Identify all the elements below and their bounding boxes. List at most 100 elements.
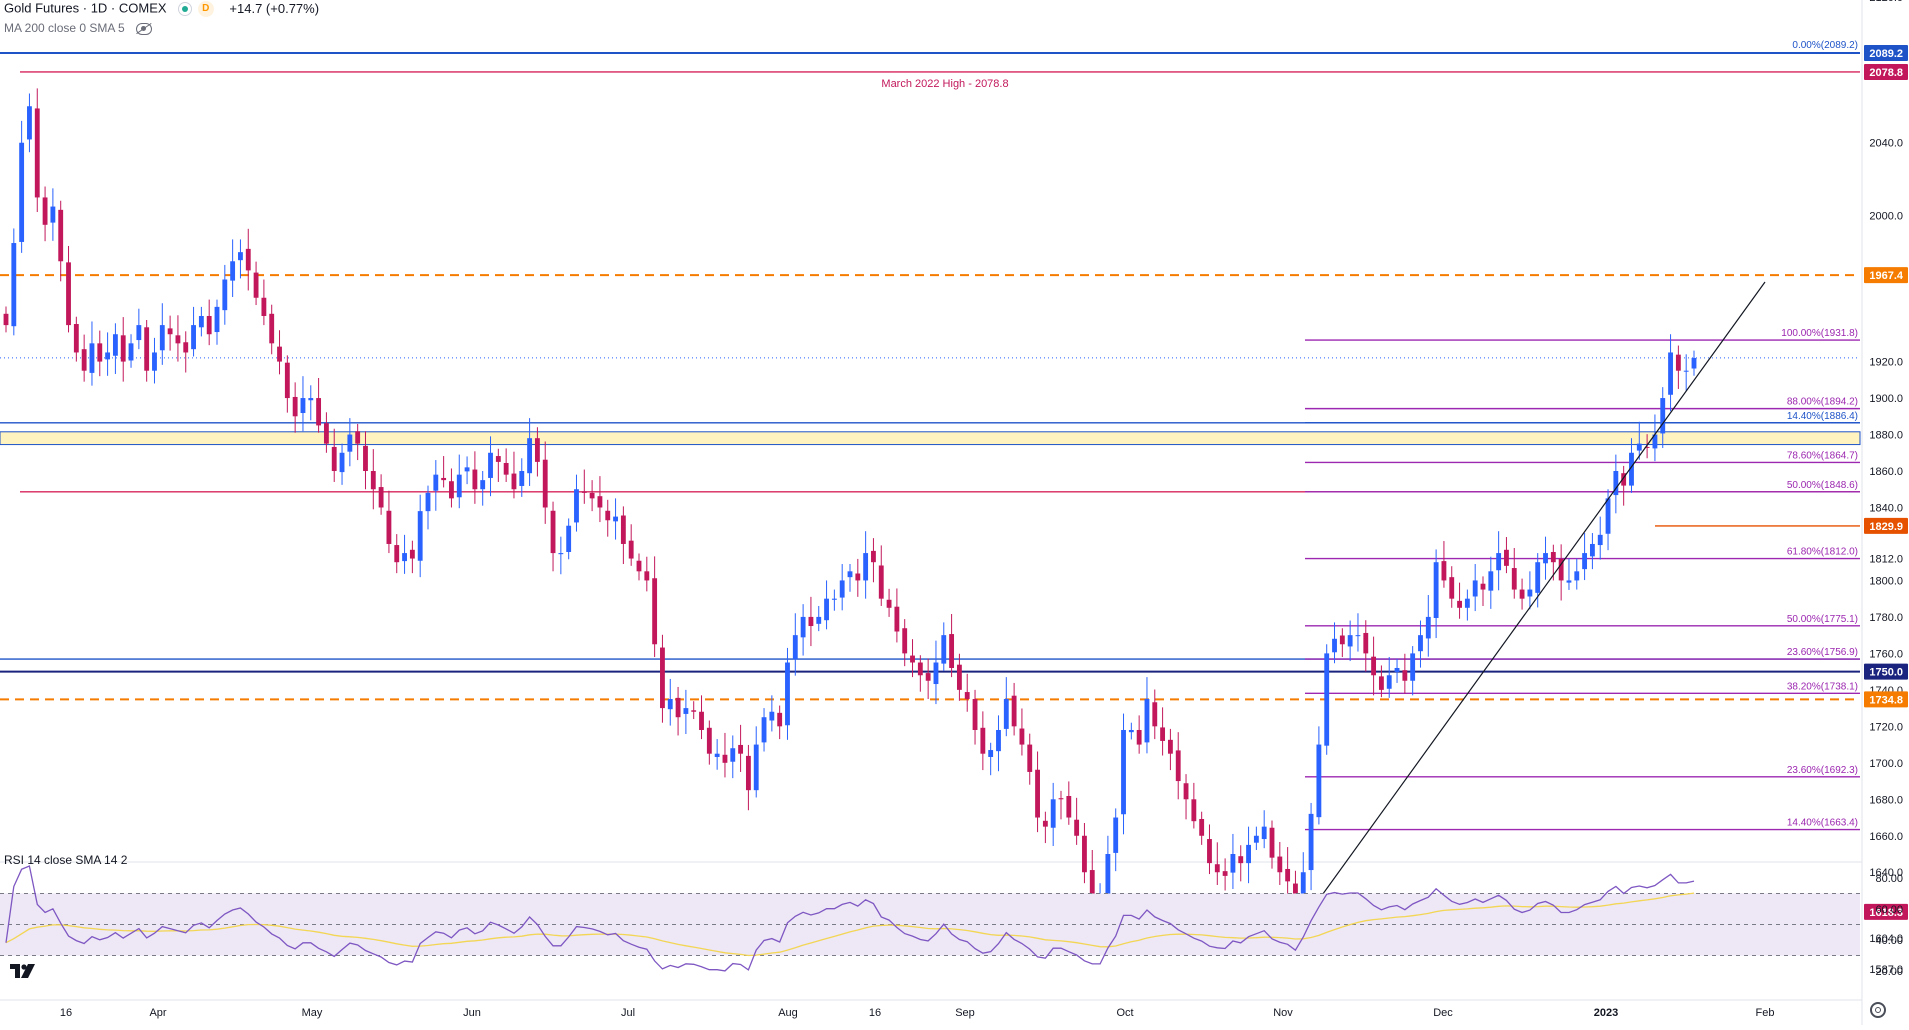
candle-body [1152, 702, 1158, 727]
candle-body [214, 306, 220, 333]
price-label-bg [1864, 267, 1908, 284]
candle-body [1629, 452, 1634, 486]
price-label: 1618.3 [1869, 907, 1903, 919]
price-tick: 2120.0 [1869, 0, 1903, 4]
candle-body [1128, 729, 1134, 733]
candle-body [511, 473, 517, 490]
candle-body [519, 471, 525, 486]
symbol-title[interactable]: Gold Futures · 1D · COMEX [4, 0, 167, 16]
candle-body [1652, 434, 1658, 449]
price-label-bg [1864, 691, 1908, 708]
candle-body [1441, 561, 1447, 581]
price-axis[interactable]: 2120.0 2040.0 2000.0 1920.0 1900.0 1880.0 1860… [1861, 0, 1909, 1025]
candle-body [1042, 820, 1048, 827]
candle-body [1464, 598, 1470, 608]
gear-icon[interactable] [1870, 1002, 1886, 1018]
fib-top-label: 0.00%(2089.2) [1792, 40, 1858, 51]
candle-body [308, 398, 314, 401]
candle-body [261, 297, 267, 316]
fib-label: 78.60%(1864.7) [1787, 450, 1858, 461]
candle-body [386, 510, 392, 544]
candle-body [722, 754, 728, 763]
candle-body [1410, 653, 1416, 681]
candle-body [456, 474, 462, 498]
candle-body [558, 553, 564, 555]
candle-body [50, 206, 56, 223]
candle-body [449, 481, 454, 499]
fib-label: 88.00%(1894.2) [1787, 397, 1858, 408]
candle-body [675, 697, 681, 718]
candle-body [1246, 844, 1251, 864]
candle-body [206, 315, 212, 335]
ma-indicator-legend[interactable]: MA 200 close 0 SMA 5 [4, 21, 153, 35]
candle-body [667, 698, 673, 710]
candle-body [1238, 856, 1244, 864]
time-tick: Jul [621, 1007, 635, 1019]
candle-body [1691, 357, 1697, 369]
candle-body [839, 580, 845, 598]
rsi-pane [0, 865, 1860, 972]
candle-body [761, 717, 767, 743]
price-label: 2078.8 [1869, 67, 1903, 79]
candle-body [1371, 656, 1377, 676]
candle-body [917, 662, 923, 676]
time-tick: 16 [60, 1007, 72, 1019]
eye-hidden-icon[interactable] [136, 22, 153, 35]
candle-body [1167, 739, 1173, 754]
rsi-line [5, 865, 1695, 972]
candle-body [566, 525, 572, 552]
candle-body [527, 438, 533, 474]
rsi-tick: 60.00 [1875, 904, 1903, 916]
candle-body [644, 571, 650, 581]
candle-body [1675, 354, 1681, 371]
candle-body [996, 729, 1001, 752]
candle-body [855, 573, 861, 581]
price-tick: 1680.0 [1869, 794, 1903, 806]
rsi-tick: 80.00 [1875, 873, 1903, 885]
rsi-ma-line [5, 892, 1695, 957]
candle-body [159, 325, 165, 351]
candle-body [1527, 589, 1533, 597]
annotation-layer: March 2022 High - 2078.82022 Low [881, 78, 1860, 932]
candle-body [808, 616, 814, 627]
fib-label: 38.20%(1738.1) [1787, 681, 1858, 692]
candle-body [1003, 698, 1009, 729]
candle-body [1683, 370, 1689, 372]
candle-body [27, 106, 32, 140]
tradingview-logo-icon[interactable] [8, 960, 38, 982]
candle-body [480, 480, 486, 490]
candle-body [972, 698, 978, 730]
candle-body [1457, 600, 1462, 608]
candle-body [816, 616, 822, 624]
candle-body [1050, 799, 1056, 828]
candle-body [1488, 571, 1494, 591]
candle-body [1332, 638, 1337, 653]
candle-body [3, 313, 9, 326]
time-tick: 16 [869, 1007, 881, 1019]
candle-body [292, 396, 298, 417]
candle-body [1589, 543, 1595, 557]
ma-indicator-label: MA 200 close 0 SMA 5 [4, 21, 125, 35]
candle-body [691, 710, 697, 712]
time-axis[interactable]: 16 Apr May Jun Jul Aug 16 Sep Oct Nov Dec 2023 Feb [60, 1007, 1775, 1019]
price-tick: 2000.0 [1869, 211, 1903, 223]
candle-body [136, 325, 142, 341]
candle-body [1425, 616, 1431, 639]
price-tick: 1900.0 [1869, 393, 1903, 405]
candle-body [1472, 580, 1478, 597]
candle-body [363, 445, 368, 472]
candle-body [402, 553, 407, 562]
candle-body [1613, 471, 1619, 496]
candle-body [589, 492, 595, 499]
candle-body [269, 313, 275, 344]
time-tick: Sep [955, 1007, 975, 1019]
price-change: +14.7 (+0.77%) [229, 0, 320, 16]
candle-body [417, 511, 423, 561]
time-tick: Feb [1756, 1007, 1775, 1019]
candle-body [902, 628, 908, 654]
rsi-legend[interactable]: RSI 14 close SMA 14 2 [4, 853, 128, 867]
candle-body [1402, 670, 1408, 681]
fib-label: 50.00%(1848.6) [1787, 480, 1858, 491]
